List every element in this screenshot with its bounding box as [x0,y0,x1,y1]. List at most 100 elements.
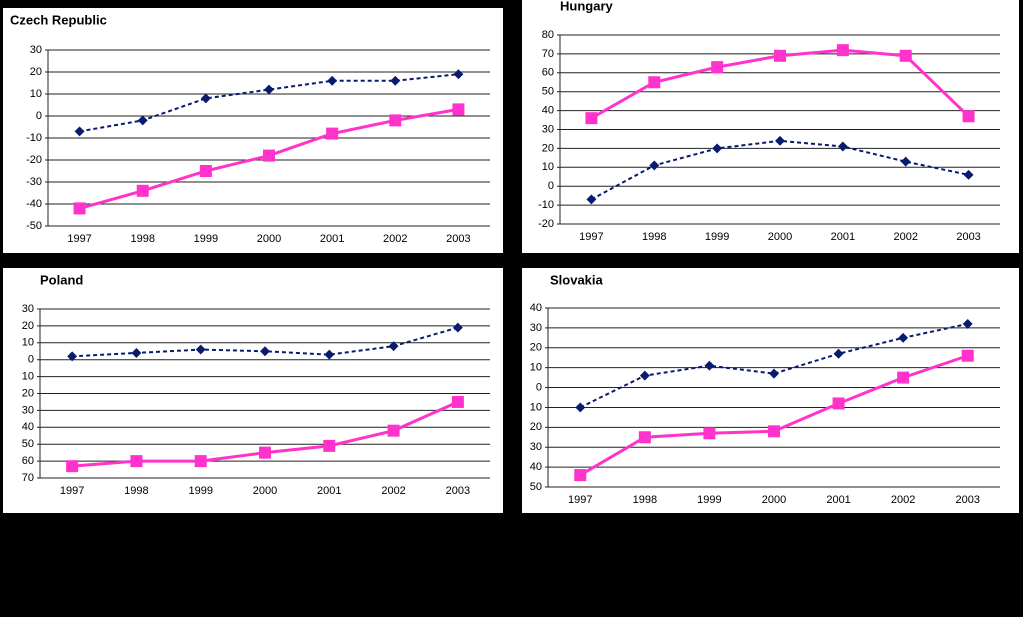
marker [326,127,339,140]
x-tick-label: 2001 [826,494,850,506]
y-tick-label: 40 [530,461,542,473]
y-tick-label: 10 [530,401,542,413]
marker [451,395,464,408]
y-tick-label: -10 [26,132,42,144]
y-tick-label: 40 [530,302,542,314]
y-tick-label: 0 [28,354,34,366]
y-tick-label: -10 [538,199,554,211]
marker [323,439,336,452]
x-tick-label: 2000 [768,231,792,243]
marker [712,143,723,154]
marker [131,347,142,358]
marker [194,455,207,468]
y-tick-label: 40 [22,421,34,433]
y-tick-label: 20 [530,421,542,433]
y-tick-label: 50 [542,86,554,98]
marker [199,165,212,177]
x-tick-label: 2002 [381,485,405,497]
y-tick-label: -40 [26,198,42,210]
x-tick-label: 1997 [67,233,91,245]
y-tick-label: 60 [542,67,554,79]
marker [195,344,206,355]
y-tick-label: 80 [542,29,554,41]
panel [3,268,503,513]
x-tick-label: 1998 [642,231,666,243]
panel [3,8,503,253]
marker [898,332,909,343]
marker [137,115,148,126]
marker [574,469,587,482]
marker [575,402,586,413]
marker [962,318,973,329]
x-tick-label: 2003 [955,494,979,506]
y-tick-label: -20 [26,154,42,166]
x-tick-label: 1999 [705,231,729,243]
y-tick-label: 20 [22,387,34,399]
y-tick-label: 10 [542,161,554,173]
marker [638,431,651,444]
marker [263,149,275,162]
marker [452,322,463,333]
marker [963,169,974,180]
y-tick-label: 30 [530,322,542,334]
chart-title: Hungary [560,0,614,13]
marker [585,112,598,125]
marker [962,110,975,123]
chart-title: Poland [40,272,83,287]
marker [259,446,271,459]
x-tick-label: 1999 [697,494,721,506]
marker [837,141,848,152]
y-tick-label: -20 [538,218,554,230]
y-tick-label: 30 [22,303,34,315]
x-tick-label: 1998 [633,494,657,506]
marker [774,49,786,62]
x-tick-label: 2001 [320,233,344,245]
y-tick-label: -50 [26,220,42,232]
marker [899,49,912,62]
y-tick-label: 0 [536,381,542,393]
marker [961,349,974,362]
panel [522,0,1019,253]
x-tick-label: 2000 [253,485,277,497]
x-tick-label: 2000 [257,233,281,245]
marker [200,93,211,104]
y-tick-label: 30 [22,404,34,416]
marker [897,371,910,384]
marker [775,135,785,146]
x-tick-label: 2000 [762,494,786,506]
x-tick-label: 2003 [956,231,980,243]
y-tick-label: 0 [548,180,554,192]
marker [832,397,845,410]
marker [769,368,779,379]
marker [900,156,911,167]
x-tick-label: 2002 [891,494,915,506]
marker [260,346,270,357]
panel [522,268,1019,513]
x-tick-label: 1997 [579,231,603,243]
x-tick-label: 2003 [446,233,470,245]
y-tick-label: 10 [30,88,42,100]
x-tick-label: 2002 [893,231,917,243]
marker [836,44,849,57]
x-tick-label: 1998 [130,233,154,245]
x-tick-label: 2003 [446,485,470,497]
y-tick-label: 20 [30,66,42,78]
y-tick-label: 30 [30,44,42,56]
marker [639,370,650,381]
marker [388,341,399,352]
marker [136,184,149,197]
y-tick-label: 30 [542,123,554,135]
marker [768,425,780,438]
y-tick-label: 10 [22,371,34,383]
marker [73,202,86,215]
y-tick-label: 20 [22,320,34,332]
y-tick-label: 50 [22,438,34,450]
y-tick-label: 70 [22,472,34,484]
marker [704,360,715,371]
y-tick-label: 40 [542,105,554,117]
x-tick-label: 2001 [317,485,341,497]
x-tick-label: 1997 [568,494,592,506]
y-tick-label: 70 [542,48,554,60]
marker [703,427,716,440]
